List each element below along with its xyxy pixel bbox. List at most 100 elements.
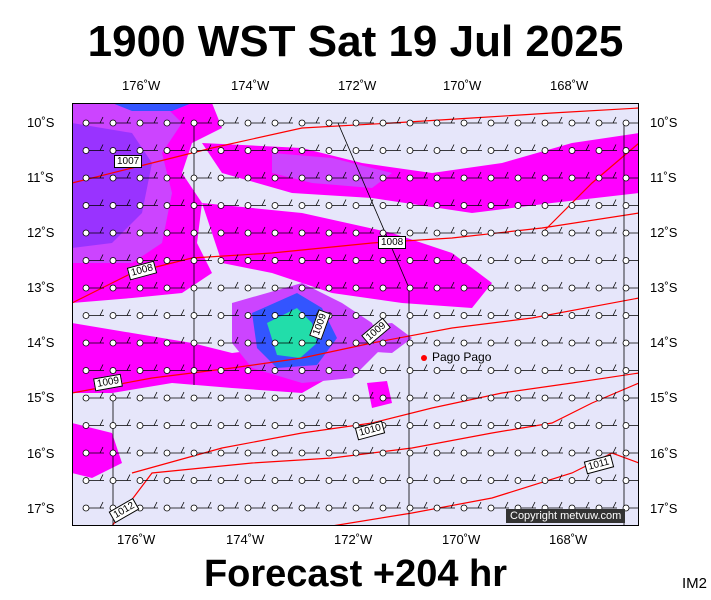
station-circle — [244, 367, 252, 374]
wind-barb-feather — [126, 419, 131, 426]
station-circle — [352, 339, 360, 347]
station-circle — [163, 367, 171, 374]
station-circle — [622, 229, 630, 237]
wind-barb-feather — [369, 116, 374, 124]
station-circle — [109, 257, 117, 264]
wind-barb-feather — [504, 336, 509, 344]
station-circle — [487, 477, 495, 484]
station-circle — [568, 339, 576, 347]
wind-barb-feather — [477, 419, 482, 426]
station-circle — [190, 174, 198, 182]
wind-barb-feather — [369, 226, 374, 234]
station-circle — [433, 119, 441, 127]
wind-barb-feather — [585, 309, 590, 316]
wind-barb-feather — [261, 144, 266, 151]
station-circle — [82, 257, 90, 264]
wind-barb-feather — [180, 171, 185, 179]
station-circle — [514, 257, 522, 264]
wind-barb-feather — [531, 391, 536, 399]
wind-barb-feather — [396, 199, 401, 206]
wind-barb-feather — [450, 474, 455, 481]
station-circle — [190, 312, 198, 319]
station-circle — [244, 394, 252, 402]
wind-barb-feather — [234, 199, 239, 206]
station-circle — [487, 147, 495, 154]
wind-barb-feather — [585, 281, 590, 289]
wind-barb-feather — [153, 446, 158, 454]
wind-barb-feather — [261, 309, 266, 316]
wind-barb-feather — [369, 254, 374, 261]
station-circle — [541, 477, 549, 484]
wind-barb-feather — [234, 309, 239, 316]
station-circle — [541, 229, 549, 237]
wind-barb-feather — [585, 474, 590, 481]
wind-barb-feather — [288, 254, 293, 261]
station-circle — [163, 477, 171, 484]
station-circle — [325, 174, 333, 182]
station-circle — [541, 284, 549, 292]
station-circle — [109, 422, 117, 429]
station-circle — [136, 174, 144, 182]
wind-barb-feather — [207, 501, 212, 509]
wind-barb-feather — [531, 309, 536, 316]
station-circle — [163, 174, 171, 182]
wind-barb-feather — [423, 144, 428, 151]
lat-label-left: 14˚S — [27, 335, 55, 350]
wind-barb-feather — [180, 254, 185, 261]
wind-barb-feather — [207, 336, 212, 344]
wind-barb-feather — [261, 226, 266, 234]
station-circle — [163, 147, 171, 154]
wind-barb-feather — [315, 501, 320, 509]
lon-label-bottom: 174˚W — [226, 532, 265, 547]
wind-barb-feather — [153, 391, 158, 399]
station-circle — [352, 147, 360, 154]
wind-barb-feather — [261, 171, 266, 179]
station-circle — [568, 119, 576, 127]
wind-barb-feather — [531, 171, 536, 179]
wind-barb-feather — [612, 171, 617, 179]
station-circle — [460, 202, 468, 209]
station-circle — [433, 504, 441, 512]
station-circle — [109, 284, 117, 292]
wind-barb-feather — [369, 144, 374, 151]
station-circle — [136, 202, 144, 209]
station-circle — [271, 339, 279, 347]
station-circle — [325, 394, 333, 402]
wind-barb-feather — [477, 391, 482, 399]
station-circle — [433, 339, 441, 347]
wind-barb-feather — [261, 391, 266, 399]
station-circle — [595, 202, 603, 209]
wind-barb-feather — [450, 391, 455, 399]
station-circle — [82, 504, 90, 512]
station-circle — [460, 477, 468, 484]
wind-barb-feather — [531, 281, 536, 289]
station-circle — [190, 229, 198, 237]
wind-barb-feather — [342, 364, 347, 371]
wind-barb-feather — [396, 171, 401, 179]
station-circle — [487, 119, 495, 127]
wind-barb-feather — [207, 419, 212, 426]
station-circle — [541, 257, 549, 264]
station-circle — [82, 449, 90, 457]
station-circle — [244, 312, 252, 319]
wind-barb-feather — [450, 419, 455, 426]
station-circle — [298, 504, 306, 512]
station-circle — [514, 394, 522, 402]
station-circle — [487, 422, 495, 429]
wind-barb-feather — [504, 474, 509, 481]
station-circle — [379, 147, 387, 154]
wind-barb-feather — [558, 336, 563, 344]
wind-barb-feather — [342, 144, 347, 151]
station-circle — [271, 174, 279, 182]
wind-barb-feather — [342, 446, 347, 454]
station-circle — [622, 339, 630, 347]
wind-barb-feather — [207, 171, 212, 179]
wind-barb-feather — [315, 364, 320, 371]
wind-barb-feather — [99, 309, 104, 316]
station-circle — [217, 449, 225, 457]
wind-barb-feather — [180, 446, 185, 454]
station-circle — [82, 422, 90, 429]
place-label-pago-pago: Pago Pago — [432, 350, 492, 364]
wind-barb-feather — [450, 254, 455, 261]
station-circle — [298, 257, 306, 264]
